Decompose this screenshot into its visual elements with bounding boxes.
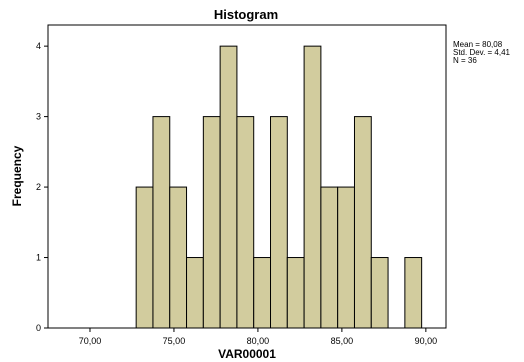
y-axis-title: Frequency	[10, 145, 24, 206]
y-tick-label: 2	[36, 182, 41, 192]
stat-line: N = 36	[453, 56, 477, 65]
x-tick-label: 75,00	[163, 336, 186, 346]
stat-line: Std. Dev. = 4,41	[453, 48, 511, 57]
histogram-bar	[253, 257, 272, 329]
x-axis-title: VAR00001	[218, 347, 276, 361]
y-tick-label: 3	[36, 112, 41, 122]
histogram-bar	[270, 116, 288, 329]
histogram-bar	[202, 116, 221, 329]
histogram-bar	[152, 116, 171, 329]
x-axis: 70,00 75,00 80,00 85,00 90,00	[79, 328, 437, 346]
histogram-bar	[169, 186, 188, 329]
x-tick-label: 90,00	[415, 336, 438, 346]
y-tick-label: 1	[36, 253, 41, 263]
x-tick-label: 80,00	[247, 336, 270, 346]
histogram-bar	[303, 45, 322, 329]
bars-layer	[135, 45, 423, 329]
histogram-bar	[320, 186, 339, 329]
histogram-bar	[404, 257, 423, 329]
histogram-bar	[370, 257, 389, 329]
x-tick-label: 85,00	[331, 336, 354, 346]
y-tick-label: 0	[36, 323, 41, 333]
chart-title: Histogram	[214, 7, 278, 22]
histogram-bar	[286, 257, 305, 329]
histogram-bar	[219, 45, 238, 329]
histogram-bar	[337, 186, 355, 329]
y-axis: 0 1 2 3 4	[36, 41, 48, 333]
histogram-bar	[135, 186, 154, 329]
histogram-bar	[186, 257, 204, 329]
stat-line: Mean = 80,08	[453, 40, 503, 49]
histogram-bar	[353, 116, 372, 329]
y-tick-label: 4	[36, 41, 41, 51]
x-tick-label: 70,00	[79, 336, 102, 346]
histogram-bar	[236, 116, 255, 329]
